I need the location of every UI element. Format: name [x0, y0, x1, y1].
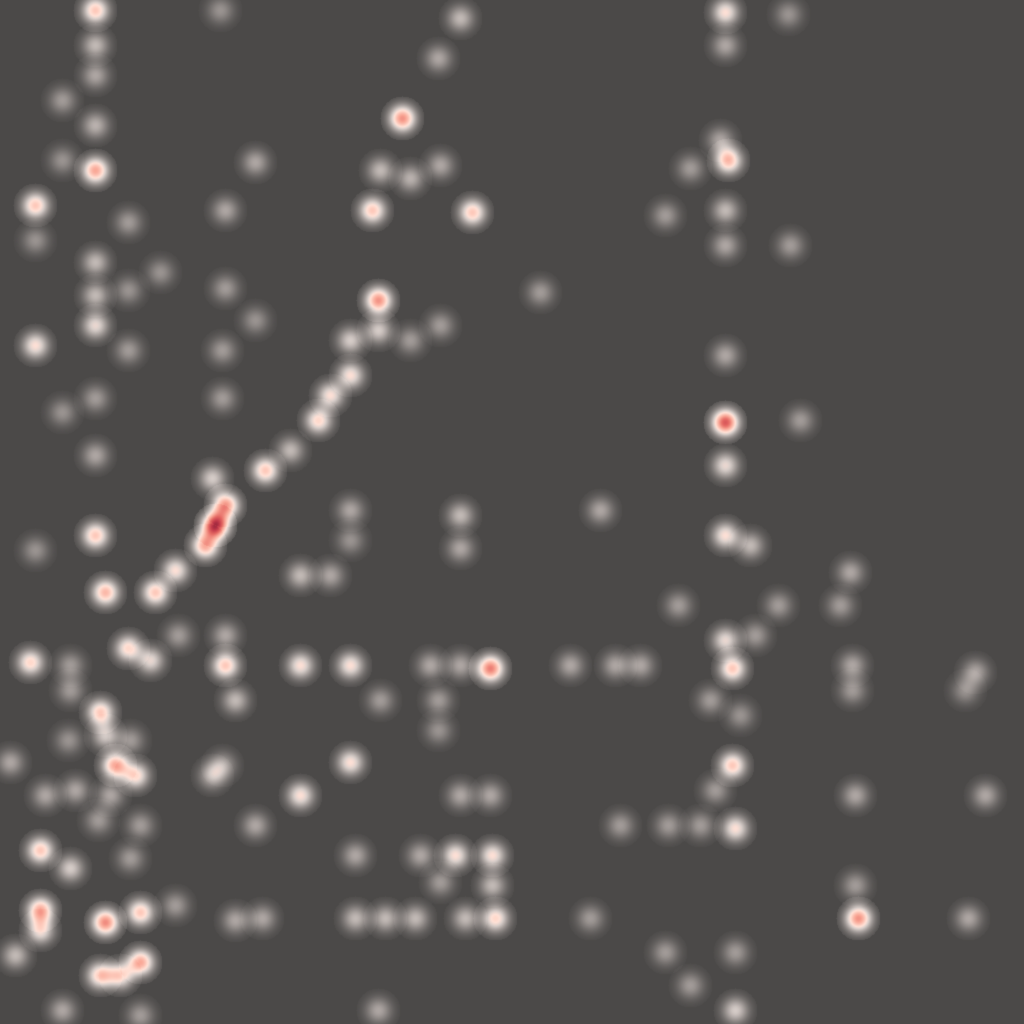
density-heatmap	[0, 0, 1024, 1024]
